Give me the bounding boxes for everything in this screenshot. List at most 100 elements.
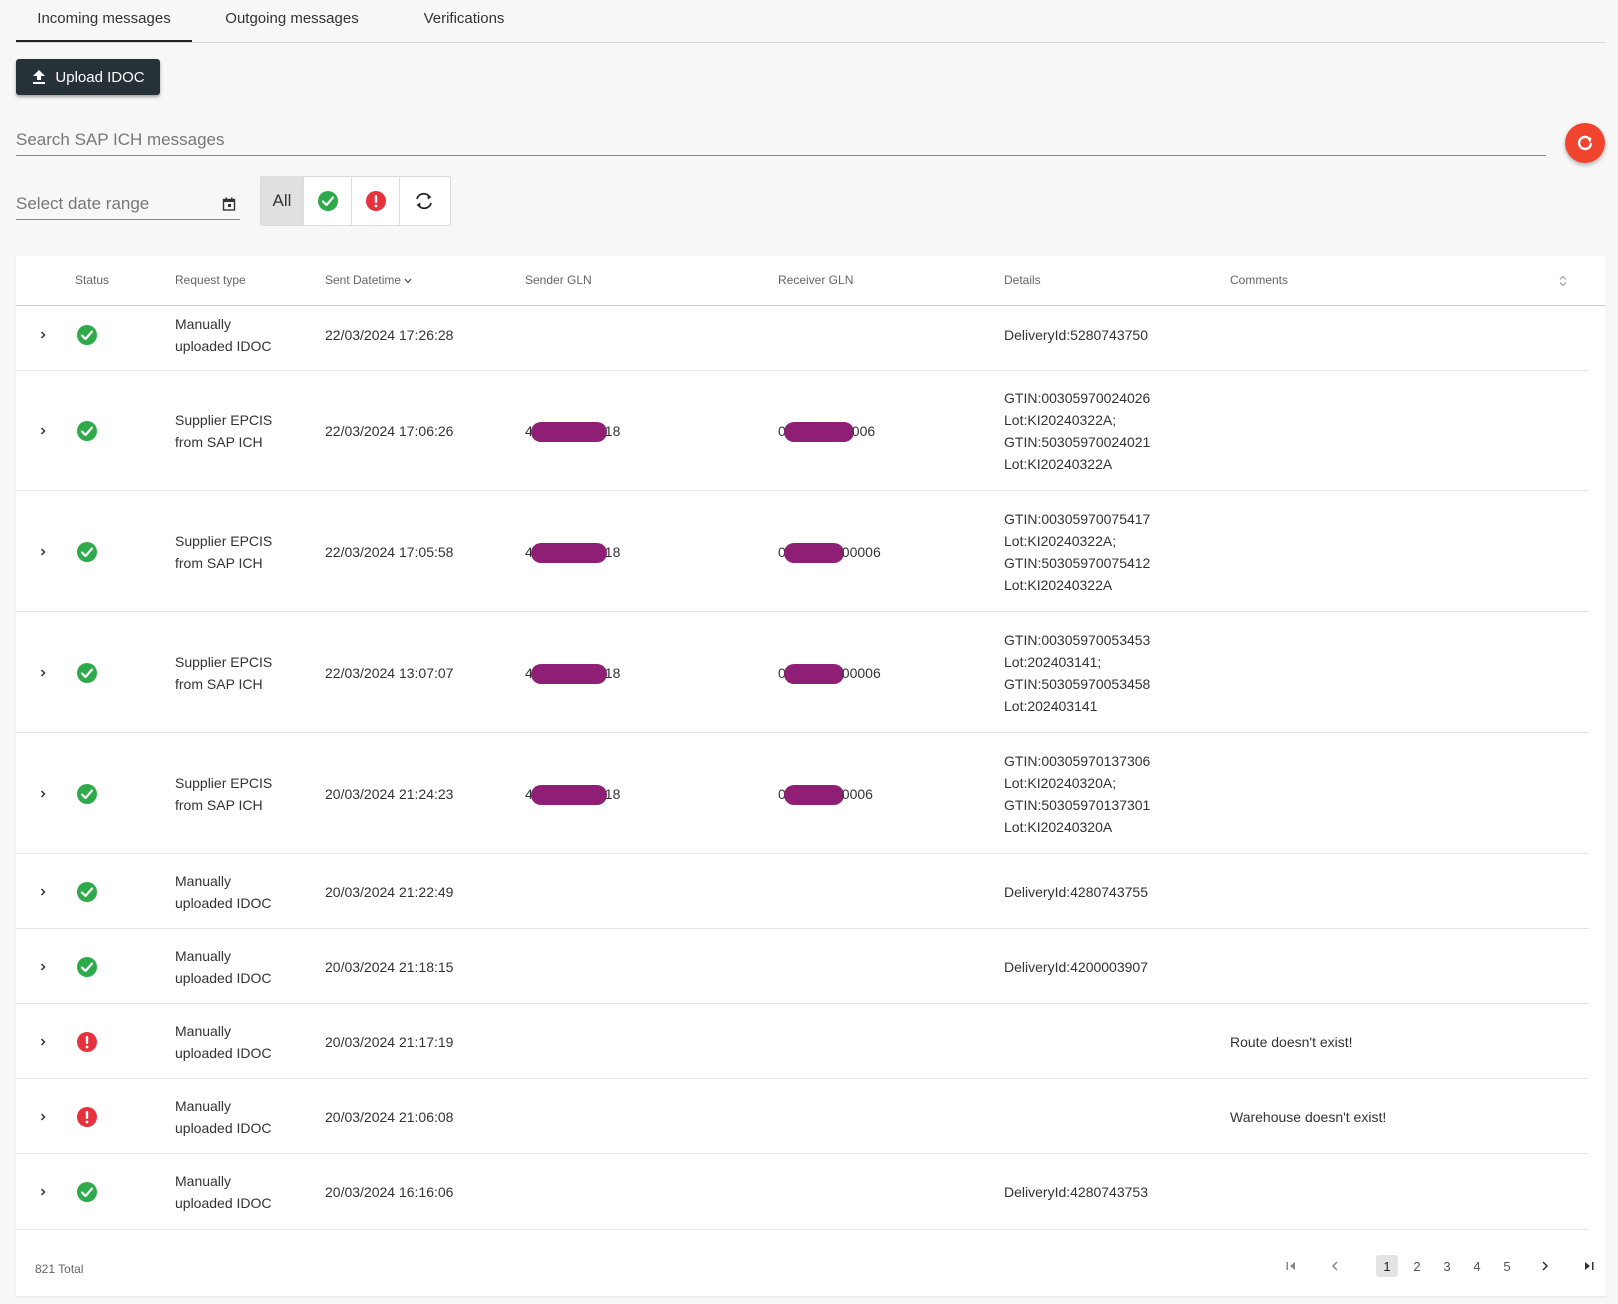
page-2-button[interactable]: 2 [1413,1258,1421,1274]
request-type-line: uploaded IDOC [175,894,272,911]
header-details[interactable]: Details [1004,273,1041,287]
page-3-button[interactable]: 3 [1443,1258,1451,1274]
request-type-line: Supplier EPCIS [175,412,273,428]
sender-gln-suffix: 18 [604,664,621,681]
header-receiver-gln[interactable]: Receiver GLN [778,273,854,287]
check-circle-icon [77,783,97,804]
tab-verifications[interactable]: Verifications [423,10,505,27]
header-request-type[interactable]: Request type [175,273,246,287]
tab-incoming-messages[interactable]: Incoming messages [16,0,192,42]
header-sent-datetime[interactable]: Sent Datetime [325,273,412,287]
table-row[interactable]: Manually uploaded IDOC 20/03/2024 21:17:19… [16,1004,1589,1079]
table-row[interactable]: Manually uploaded IDOC 20/03/2024 16:16:06… [16,1154,1589,1230]
sender-gln-prefix: 4 [525,664,533,681]
table-row[interactable]: Supplier EPCIS from SAP ICH 22/03/2024 17:… [16,371,1589,491]
page-4-button[interactable]: 4 [1473,1258,1481,1274]
filter-pending-button[interactable] [400,177,448,225]
details-line: Lot:KI20240322A [1004,576,1113,593]
table-row[interactable]: Manually uploaded IDOC 20/03/2024 21:18:15… [16,929,1589,1004]
receiver-gln-prefix: 0 [778,785,786,802]
chevron-right-icon[interactable] [38,668,48,678]
table-row[interactable]: Manually uploaded IDOC 22/03/2024 17:26:28… [16,298,1589,371]
prev-page-button[interactable] [1324,1255,1346,1277]
sender-gln: 4 18 [525,662,620,684]
redaction-mark [530,542,607,563]
chevron-right-icon[interactable] [38,426,48,436]
table-row[interactable]: Supplier EPCIS from SAP ICH 22/03/2024 17:… [16,491,1589,612]
chevron-right-icon [1542,1261,1549,1271]
header-sender-gln[interactable]: Sender GLN [525,273,592,287]
table-row[interactable]: Manually uploaded IDOC 20/03/2024 21:22:49… [16,854,1589,929]
request-type-line: Manually [175,1022,232,1039]
request-type-line: Manually [175,1173,232,1189]
column-sort-icon[interactable] [1559,275,1567,287]
header-status[interactable]: Status [75,273,110,287]
receiver-gln-prefix: 0 [778,664,786,681]
sort-desc-icon [404,278,412,284]
filter-error-button[interactable] [352,177,400,225]
request-type: Supplier EPCIS from SAP ICH [175,772,272,816]
date-range-input[interactable] [16,188,212,219]
request-type-line: Supplier EPCIS [175,532,273,549]
details-line: Lot:KI20240322A; [1004,412,1117,428]
next-page-button[interactable] [1534,1255,1556,1277]
request-type-line: from SAP ICH [175,554,263,571]
details: DeliveryId:4200003907 [1004,956,1148,978]
last-page-button[interactable] [1578,1255,1600,1277]
chevron-right-icon[interactable] [38,1187,48,1197]
sent-datetime: 20/03/2024 21:06:08 [325,1108,454,1125]
chevron-right-icon[interactable] [38,962,48,972]
chevron-right-icon[interactable] [38,1037,48,1047]
tab-outgoing-messages[interactable]: Outgoing messages [225,10,359,27]
sent-datetime: 20/03/2024 21:18:15 [325,958,454,975]
calendar-icon[interactable] [222,197,236,211]
receiver-gln: 0 00006 [778,541,881,563]
table-row[interactable]: Supplier EPCIS from SAP ICH 20/03/2024 21:… [16,733,1589,854]
details-line: Lot:KI20240322A; [1004,532,1117,549]
redaction-mark [783,784,844,805]
search-input[interactable] [16,124,1546,155]
details-line: DeliveryId:4200003907 [1004,958,1148,975]
request-type: Supplier EPCIS from SAP ICH [175,409,272,453]
page-5-button[interactable]: 5 [1503,1258,1511,1274]
sender-gln-prefix: 4 [525,543,533,560]
redaction-mark [783,663,844,684]
chevron-right-icon[interactable] [38,887,48,897]
request-type-line: from SAP ICH [175,675,263,692]
table-footer: 821 Total 1 2 3 4 5 [16,1239,1606,1295]
sent-datetime: 20/03/2024 21:22:49 [325,883,454,900]
sender-gln-suffix: 18 [604,423,621,439]
request-type-line: uploaded IDOC [175,1044,272,1061]
upload-idoc-button[interactable]: Upload IDOC [16,59,160,95]
comment: Warehouse doesn't exist! [1230,1108,1387,1125]
redaction-mark [530,663,607,684]
details-line: DeliveryId:4280743755 [1004,883,1148,900]
first-page-button[interactable] [1280,1255,1302,1277]
filter-all-button[interactable]: All [261,177,304,225]
table-row[interactable]: Supplier EPCIS from SAP ICH 22/03/2024 13:… [16,612,1589,733]
chevron-right-icon[interactable] [38,1112,48,1122]
refresh-button[interactable] [1565,123,1605,163]
request-type-line: Manually [175,872,232,889]
chevron-right-icon[interactable] [38,789,48,799]
sync-icon [416,192,432,210]
redaction-mark [783,422,854,443]
messages-table: Status Request type Sent Datetime Sender… [16,256,1606,1296]
header-comments[interactable]: Comments [1230,273,1289,287]
chevron-right-icon[interactable] [38,547,48,557]
request-type-line: Supplier EPCIS [175,653,273,670]
details-line: GTIN:00305970137306 [1004,752,1151,769]
request-type: Manually uploaded IDOC [175,1020,272,1064]
request-type: Supplier EPCIS from SAP ICH [175,651,272,695]
details: GTIN:00305970053453 Lot:202403141; GTIN:50… [1004,629,1150,717]
upload-icon [33,70,46,84]
sender-gln-suffix: 18 [604,785,621,802]
sent-datetime: 20/03/2024 21:24:23 [325,785,454,802]
receiver-gln-suffix: 006 [851,423,876,439]
receiver-gln-suffix: 0006 [841,785,873,802]
filter-success-button[interactable] [304,177,352,225]
sent-datetime: 22/03/2024 17:26:28 [325,326,454,343]
table-row[interactable]: Manually uploaded IDOC 20/03/2024 21:06:08… [16,1079,1589,1154]
chevron-right-icon[interactable] [38,330,48,340]
page-1-button[interactable]: 1 [1376,1255,1398,1277]
